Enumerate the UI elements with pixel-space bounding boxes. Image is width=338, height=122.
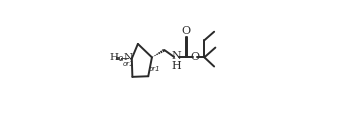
Text: or1: or1 <box>148 66 160 72</box>
Text: N: N <box>171 51 181 61</box>
Text: O: O <box>182 26 191 36</box>
Text: H$_2$N: H$_2$N <box>109 52 134 64</box>
Text: O: O <box>190 52 199 62</box>
Text: or1: or1 <box>123 61 135 67</box>
Text: H: H <box>171 61 181 71</box>
